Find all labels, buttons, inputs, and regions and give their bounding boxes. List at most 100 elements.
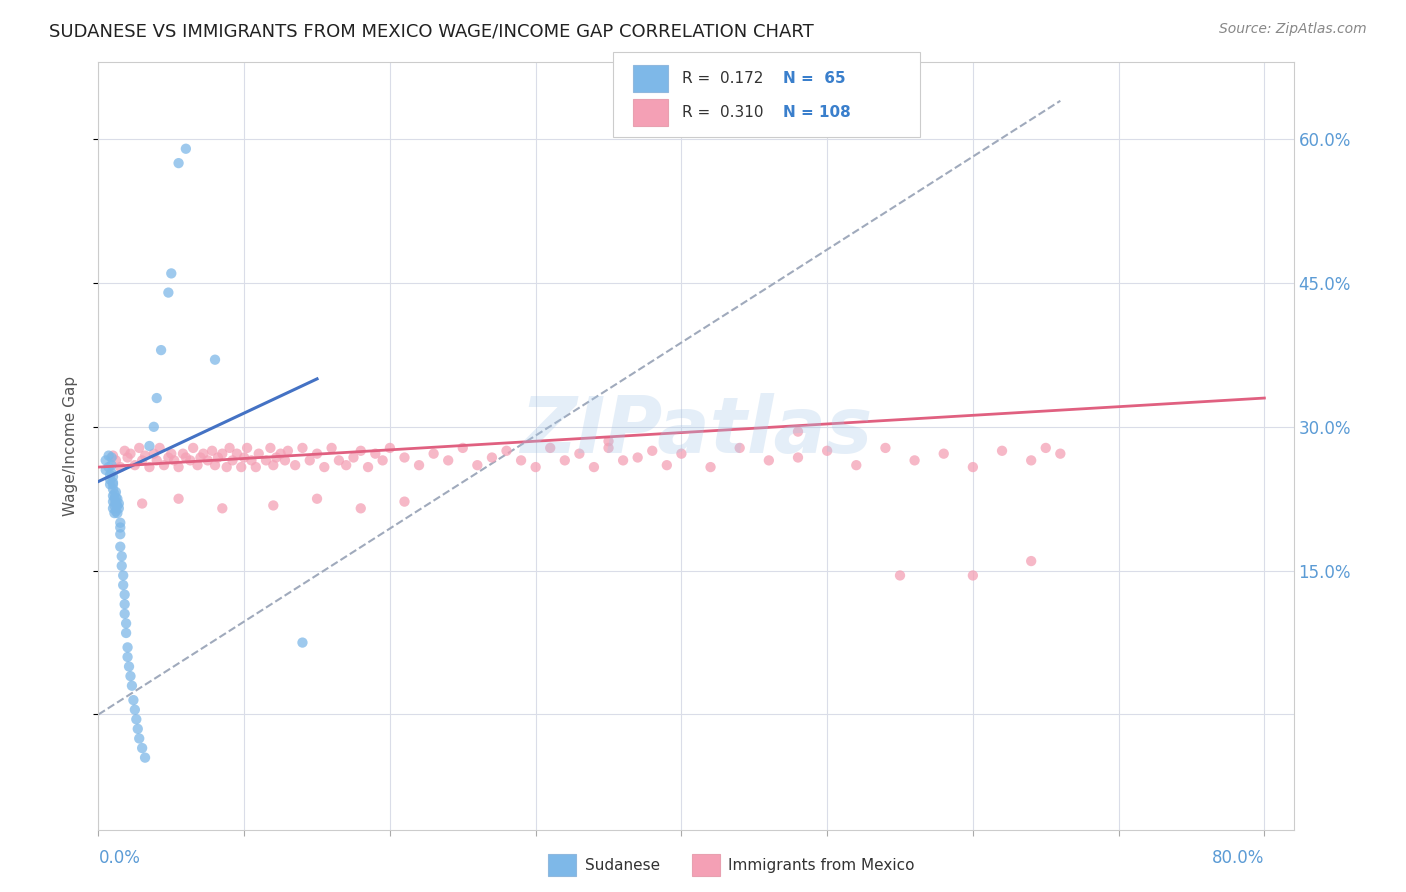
Point (231, 460, 253, 475)
Point (305, 447, 328, 461)
Point (193, 447, 215, 461)
Point (142, 447, 165, 461)
Point (291, 635, 314, 649)
Point (110, 540, 132, 554)
Point (160, 266, 183, 280)
Point (335, 458, 357, 473)
Point (112, 568, 135, 582)
Point (211, 447, 233, 461)
Point (342, 450, 364, 465)
Text: Sudanese: Sudanese (585, 858, 659, 872)
Point (114, 597, 136, 611)
Point (145, 391, 167, 405)
Point (179, 453, 201, 467)
Point (117, 640, 139, 655)
Point (201, 443, 224, 458)
Point (110, 520, 132, 534)
Point (105, 506, 128, 520)
Point (117, 649, 139, 664)
Point (598, 434, 620, 449)
Point (103, 499, 125, 513)
Point (122, 693, 145, 707)
Point (104, 504, 127, 518)
Point (1035, 441, 1057, 455)
Point (291, 441, 314, 455)
Point (254, 453, 277, 467)
Text: 80.0%: 80.0% (1212, 849, 1264, 867)
Point (128, 731, 150, 746)
Point (437, 453, 460, 467)
Point (991, 443, 1014, 458)
Point (120, 669, 142, 683)
Point (98, 467, 121, 482)
Point (103, 487, 125, 501)
Point (357, 460, 380, 475)
Point (207, 450, 229, 465)
Point (104, 496, 127, 510)
Point (125, 712, 148, 726)
Point (422, 447, 444, 461)
Point (181, 441, 204, 455)
Point (157, 285, 180, 300)
Point (245, 460, 267, 475)
Point (240, 453, 263, 467)
Point (612, 453, 634, 467)
Point (174, 450, 197, 465)
Point (160, 447, 183, 461)
Point (259, 441, 281, 455)
Point (98, 473, 121, 487)
Point (111, 558, 134, 573)
Point (378, 441, 401, 455)
Point (115, 616, 138, 631)
Text: ZIPatlas: ZIPatlas (520, 392, 872, 468)
Point (157, 450, 180, 465)
Point (104, 485, 127, 500)
Point (120, 447, 142, 461)
Point (138, 460, 160, 475)
Point (134, 750, 156, 764)
Point (153, 458, 176, 473)
Point (218, 441, 240, 455)
Point (1049, 447, 1071, 461)
Point (94, 453, 117, 467)
Point (114, 443, 136, 458)
Point (108, 501, 131, 516)
Point (962, 568, 984, 582)
Point (121, 679, 143, 693)
Point (101, 494, 124, 508)
Y-axis label: Wage/Income Gap: Wage/Income Gap (63, 376, 77, 516)
Point (138, 439, 160, 453)
Point (101, 449, 124, 463)
Point (149, 441, 172, 455)
Point (845, 458, 868, 473)
Point (932, 447, 955, 461)
Point (889, 568, 911, 582)
Point (112, 578, 135, 592)
Point (100, 458, 122, 473)
Point (350, 443, 373, 458)
Point (167, 491, 190, 506)
Point (105, 491, 128, 506)
Point (111, 549, 134, 564)
Point (167, 156, 190, 170)
Point (274, 453, 297, 467)
Point (787, 450, 810, 465)
Point (114, 607, 136, 621)
Point (903, 453, 925, 467)
Point (145, 453, 167, 467)
Point (225, 447, 247, 461)
Point (371, 453, 394, 467)
Point (134, 449, 156, 463)
Point (101, 477, 124, 491)
Point (510, 453, 533, 467)
Point (394, 450, 416, 465)
Point (236, 441, 259, 455)
Point (467, 458, 489, 473)
Point (115, 626, 138, 640)
Point (787, 425, 810, 439)
Text: N = 108: N = 108 (783, 105, 851, 120)
Point (962, 460, 984, 475)
Point (408, 458, 430, 473)
Point (758, 453, 780, 467)
Point (233, 450, 256, 465)
